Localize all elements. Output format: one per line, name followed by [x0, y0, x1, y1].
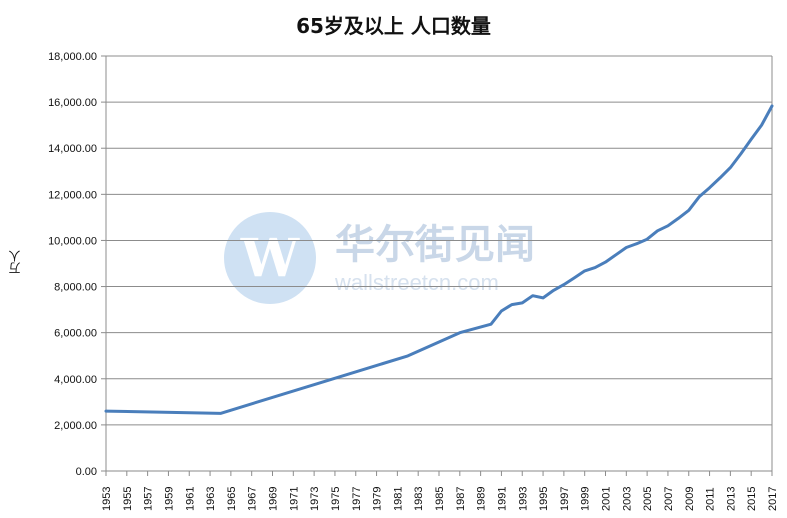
x-tick-label: 1999	[580, 487, 592, 511]
watermark-name: 华尔街见闻	[335, 221, 535, 268]
x-tick-label: 2009	[684, 487, 696, 511]
y-tick-label: 18,000.00	[48, 51, 97, 63]
x-tick-label: 1971	[288, 487, 300, 511]
watermark-logo-circle	[224, 212, 316, 304]
watermark: W 华尔街见闻 wallstreetcn.com	[224, 212, 535, 304]
x-tick-label: 1985	[434, 487, 446, 511]
x-tick-label: 2015	[746, 487, 758, 511]
watermark-logo-letter: W	[240, 228, 301, 289]
x-tick-label: 1955	[122, 487, 134, 511]
x-tick-label: 1963	[205, 487, 217, 511]
x-tick-label: 1965	[226, 487, 238, 511]
x-tick-label: 1989	[476, 487, 488, 511]
y-tick-label: 16,000.00	[48, 97, 97, 109]
y-tick-label: 14,000.00	[48, 143, 97, 155]
x-tick-label: 1961	[184, 487, 196, 511]
y-tick-label: 10,000.00	[48, 235, 97, 247]
x-tick-label: 1981	[392, 487, 404, 511]
chart-title: 65岁及以上 人口数量	[296, 14, 491, 38]
x-tick-label: 2003	[621, 487, 633, 511]
x-tick-label: 2007	[663, 487, 675, 511]
x-tick-label: 2005	[642, 487, 654, 511]
x-tick-label: 1997	[559, 487, 571, 511]
y-tick-label: 6,000.00	[54, 328, 97, 340]
x-tick-label: 1977	[351, 487, 363, 511]
x-tick-label: 1975	[330, 487, 342, 511]
x-tick-label: 1993	[517, 487, 529, 511]
x-tick-label: 1967	[247, 487, 259, 511]
x-tick-label: 1957	[143, 487, 155, 511]
x-tick-label: 2017	[767, 487, 779, 511]
y-tick-label: 12,000.00	[48, 189, 97, 201]
x-axis-ticks: 1953 1955 1957 1959 1961 1963 1965 1967 1969 1971…	[101, 471, 779, 511]
y-tick-label: 2,000.00	[54, 420, 97, 432]
x-tick-label: 1969	[268, 487, 280, 511]
x-tick-label: 1983	[413, 487, 425, 511]
x-tick-label: 2011	[705, 487, 717, 511]
y-tick-label: 8,000.00	[54, 282, 97, 294]
x-tick-label: 2001	[601, 487, 613, 511]
watermark-url: wallstreetcn.com	[334, 270, 499, 295]
x-tick-label: 2013	[725, 487, 737, 511]
x-tick-label: 1979	[372, 487, 384, 511]
x-tick-label: 1973	[309, 487, 321, 511]
series-group	[104, 104, 774, 415]
y-tick-label: 0.00	[76, 466, 97, 478]
x-tick-label: 1987	[455, 487, 467, 511]
series-line	[104, 104, 774, 415]
y-tick-label: 4,000.00	[54, 374, 97, 386]
x-tick-label: 1991	[496, 487, 508, 511]
y-axis-ticks: 0.00 2,000.00 4,000.00 6,000.00 8,000.00 10,0…	[48, 51, 106, 478]
x-tick-label: 1995	[538, 487, 550, 511]
x-tick-label: 1953	[101, 487, 113, 511]
x-tick-label: 1959	[163, 487, 175, 511]
